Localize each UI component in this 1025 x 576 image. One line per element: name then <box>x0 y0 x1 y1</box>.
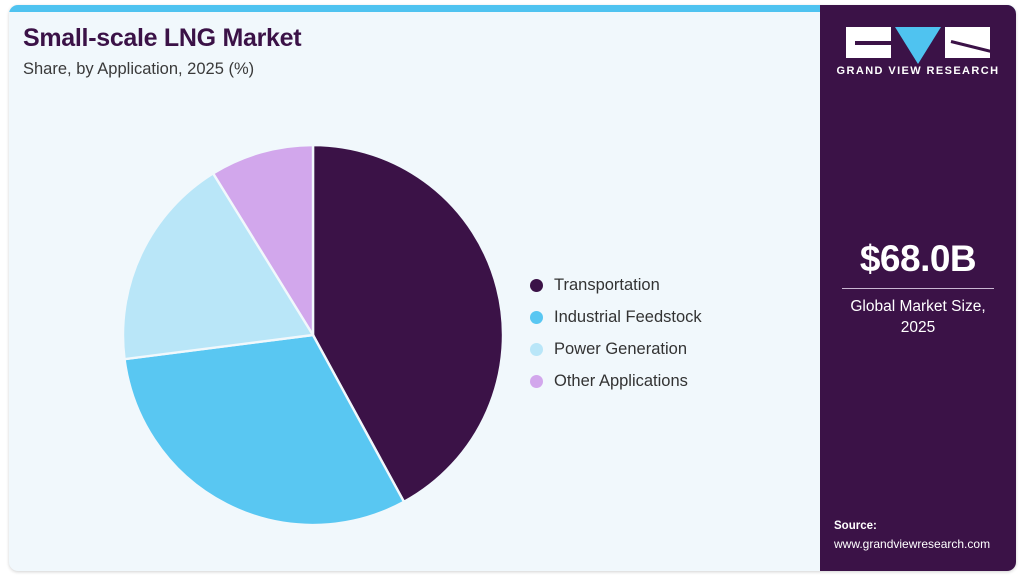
legend-item-label: Transportation <box>554 275 660 294</box>
infographic-card: Small-scale LNG Market Share, by Applica… <box>9 5 1016 571</box>
source-url: www.grandviewresearch.com <box>834 536 991 551</box>
pie-slice[interactable] <box>311 143 505 504</box>
page-title: Small-scale LNG Market <box>23 24 302 52</box>
logo-letter-r-icon <box>945 27 990 58</box>
brand-logo: GRAND VIEW RESEARCH <box>820 27 1016 77</box>
logo-wordmark: GRAND VIEW RESEARCH <box>836 65 1000 77</box>
legend-color-swatch-icon <box>530 342 543 356</box>
logo-letter-g-icon <box>846 27 891 58</box>
legend-item-label: Power Generation <box>554 339 687 358</box>
legend-item[interactable]: Power Generation <box>530 333 702 365</box>
side-panel: GRAND VIEW RESEARCH $68.0B Global Market… <box>820 5 1016 571</box>
chart-legend: Transportation Industrial Feedstock Power … <box>530 269 702 397</box>
top-accent-bar <box>9 5 1016 12</box>
source-block: Source: www.grandviewresearch.com <box>834 518 1016 553</box>
legend-color-swatch-icon <box>530 278 543 292</box>
chart-subtitle: Share, by Application, 2025 (%) <box>23 59 255 78</box>
pie-chart <box>9 5 829 571</box>
stat-caption: Global Market Size, 2025 <box>850 297 986 336</box>
stat-divider <box>842 287 994 289</box>
source-label: Source: <box>834 520 877 533</box>
legend-item-label: Industrial Feedstock <box>554 307 702 326</box>
chart-header: Small-scale LNG Market Share, by Applica… <box>23 24 623 79</box>
pie-slice[interactable] <box>121 171 315 361</box>
legend-item[interactable]: Other Applications <box>530 365 702 397</box>
market-size-stat: $68.0B Global Market Size, 2025 <box>820 238 1016 339</box>
stat-value: $68.0B <box>859 238 977 279</box>
logo-marks <box>820 27 1016 64</box>
logo-letter-v-triangle-icon <box>895 27 941 64</box>
legend-item-label: Other Applications <box>554 371 688 390</box>
pie-slice[interactable] <box>123 333 406 527</box>
pie-chart-svg <box>121 143 505 527</box>
legend-item[interactable]: Industrial Feedstock <box>530 301 702 333</box>
pie-slice[interactable] <box>211 143 315 340</box>
legend-item[interactable]: Transportation <box>530 269 702 301</box>
pie-slice-group <box>121 143 505 527</box>
legend-color-swatch-icon <box>530 310 543 324</box>
legend-color-swatch-icon <box>530 374 543 388</box>
